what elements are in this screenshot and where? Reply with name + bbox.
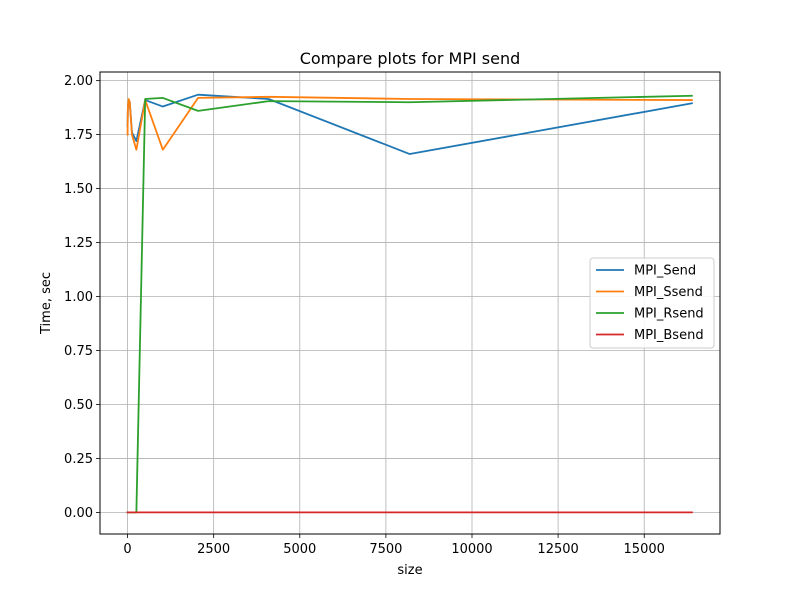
x-tick-label: 0 xyxy=(123,542,131,557)
y-tick-label: 0.75 xyxy=(64,344,93,359)
chart-title: Compare plots for MPI send xyxy=(300,49,521,68)
y-axis-label: Time, sec xyxy=(39,272,54,335)
legend-label: MPI_Bsend xyxy=(634,328,704,343)
y-tick-label: 0.25 xyxy=(64,452,93,467)
plot-frame xyxy=(99,71,721,535)
x-axis-ticks: 0 2500 5000 7500 10000 12500 15000 xyxy=(123,534,665,557)
x-axis-label: size xyxy=(397,563,422,578)
y-tick-label: 0.00 xyxy=(64,506,93,521)
x-tick-label: 7500 xyxy=(369,542,402,557)
y-tick-label: 1.50 xyxy=(64,182,93,197)
series-lines xyxy=(126,93,693,514)
y-tick-label: 0.50 xyxy=(64,398,93,413)
legend-label: MPI_Ssend xyxy=(634,285,703,300)
x-tick-label: 12500 xyxy=(537,542,578,557)
y-tick-label: 1.00 xyxy=(64,290,93,305)
y-tick-label: 2.00 xyxy=(64,74,93,89)
y-axis-ticks: 0.00 0.25 0.50 0.75 1.00 1.25 1.50 1.75 2.00 xyxy=(64,74,100,521)
y-tick-label: 1.75 xyxy=(64,128,93,143)
legend-label: MPI_Send xyxy=(634,264,696,279)
legend-label: MPI_Rsend xyxy=(634,307,704,322)
x-tick-label: 10000 xyxy=(451,542,492,557)
x-tick-label: 15000 xyxy=(624,542,665,557)
legend-box xyxy=(589,257,715,349)
series-line-mpi-ssend xyxy=(126,95,693,151)
x-tick-label: 2500 xyxy=(197,542,230,557)
x-tick-label: 5000 xyxy=(283,542,316,557)
y-tick-label: 1.25 xyxy=(64,236,93,251)
legend: MPI_Send MPI_Ssend MPI_Rsend MPI_Bsend xyxy=(589,257,715,349)
